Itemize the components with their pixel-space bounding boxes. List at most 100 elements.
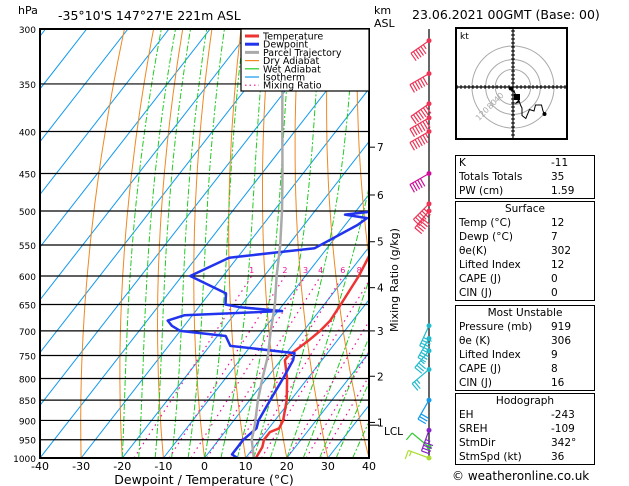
- isotherm-line: [163, 193, 369, 458]
- dry-adiabat-line: [356, 29, 369, 262]
- pressure-unit-label: hPa: [18, 4, 38, 17]
- isotherm-line: [40, 29, 170, 196]
- index-value: 919: [551, 321, 572, 333]
- wet-adiabat-line: [335, 381, 369, 458]
- hodograph-unit-label: kt: [460, 32, 469, 42]
- index-label: Temp (°C): [459, 217, 512, 229]
- lcl-label: LCL: [384, 426, 403, 438]
- mixing-ratio-line: [247, 275, 360, 458]
- surface-table: Surface Temp (°C) 12 Dewp (°C) 7 θe(K) 302 …: [455, 201, 595, 301]
- legend-label: Wet Adiabat: [263, 64, 321, 75]
- mixing-ratio-label: 3: [303, 266, 308, 275]
- hodo-row: StmSpd (kt) 36: [456, 450, 594, 464]
- pressure-tick-label: 850: [19, 397, 36, 407]
- mixing-ratio-label: 6: [340, 266, 345, 275]
- mixing-ratio-label: 10: [367, 266, 377, 275]
- isotherm-line: [40, 29, 129, 143]
- index-value: 35: [551, 171, 565, 183]
- wind-barb: [417, 397, 432, 425]
- isotherm-line: [245, 298, 369, 458]
- dry-adiabat-line: [591, 29, 629, 458]
- index-label: CAPE (J): [459, 273, 502, 285]
- wind-barb: [409, 115, 432, 137]
- index-value: 8: [551, 363, 558, 375]
- index-value: 306: [551, 335, 572, 347]
- km-tick-label: 1: [377, 417, 384, 429]
- index-value: 16: [551, 377, 565, 389]
- legend-label: Dewpoint: [263, 40, 308, 51]
- pressure-tick-label: 900: [19, 417, 36, 427]
- x-tick-label: -10: [154, 460, 172, 473]
- wet-adiabat-line: [138, 29, 176, 458]
- wind-barb: [409, 129, 432, 151]
- dry-adiabat-line: [157, 29, 184, 458]
- index-label: K: [459, 157, 466, 169]
- wet-adiabat-line: [187, 29, 225, 458]
- index-value: 0: [551, 287, 558, 299]
- index-label: Totals Totals: [459, 171, 523, 183]
- index-value: 7: [551, 231, 558, 243]
- isotherm-line: [40, 29, 334, 407]
- wind-barb: [409, 71, 432, 93]
- dry-adiabat-line: [193, 29, 213, 458]
- wind-barb: [420, 427, 434, 455]
- km-tick-label: 3: [377, 326, 384, 338]
- wind-barb: [410, 101, 432, 125]
- x-tick-label: -30: [72, 460, 90, 473]
- isotherm-line: [121, 140, 369, 458]
- legend-label: Parcel Trajectory: [263, 48, 342, 59]
- location-title: -35°10'S 147°27'E 221m ASL: [58, 8, 241, 23]
- mixing-ratio-line: [320, 375, 369, 458]
- surface-row: Lifted Index 12: [456, 258, 594, 272]
- hodograph-start-point: [508, 86, 513, 91]
- mixing-ratio-label: 20: [409, 266, 419, 275]
- legend-label: Dry Adiabat: [263, 56, 320, 67]
- wind-barb: [411, 366, 432, 391]
- mixing-ratio-line: [286, 320, 369, 458]
- legend-label: Temperature: [262, 32, 323, 43]
- mu-row: Lifted Index 9: [456, 348, 594, 362]
- index-value: 0: [551, 273, 558, 285]
- pressure-tick-label: 450: [19, 170, 36, 180]
- pressure-tick-label: 600: [19, 273, 36, 283]
- mixing-ratio-label: 4: [318, 266, 323, 275]
- x-tick-label: -40: [31, 460, 49, 473]
- surface-row: Temp (°C) 12: [456, 216, 594, 230]
- index-value: 9: [551, 349, 558, 361]
- pressure-tick-label: 300: [19, 26, 36, 36]
- datetime-title: 23.06.2021 00GMT (Base: 00): [412, 7, 600, 22]
- pressure-tick-label: 750: [19, 352, 36, 362]
- km-label: km: [374, 4, 391, 17]
- pressure-tick-label: 500: [19, 208, 36, 218]
- km-tick-label: 2: [377, 371, 384, 383]
- temperature-line: [254, 253, 369, 458]
- pressure-tick-label: 550: [19, 242, 36, 252]
- index-label: Lifted Index: [459, 259, 521, 271]
- index-value: -11: [551, 157, 569, 169]
- x-tick-label: 20: [280, 460, 294, 473]
- hodograph-end-point: [542, 112, 547, 116]
- index-value: 1.59: [551, 185, 575, 197]
- wind-barb: [410, 38, 432, 62]
- copyright: © weatheronline.co.uk: [452, 469, 590, 483]
- index-label: EH: [459, 409, 474, 421]
- index-label: Dewp (°C): [459, 231, 513, 243]
- km-tick-label: 7: [377, 142, 384, 154]
- x-tick-label: -20: [113, 460, 131, 473]
- mixing-ratio-line: [229, 275, 344, 458]
- index-value: -243: [551, 409, 575, 421]
- isotherm-line: [40, 35, 369, 458]
- mixing-ratio-label: 25: [423, 266, 433, 275]
- wind-barb: [404, 449, 432, 461]
- mixing-ratio-line: [260, 279, 369, 458]
- index-value: 12: [551, 259, 565, 271]
- wind-barb: [409, 170, 432, 193]
- pressure-tick-label: 1000: [13, 455, 36, 465]
- wind-barb: [413, 201, 432, 227]
- index-label: θe(K): [459, 245, 487, 257]
- x-tick-label: 0: [201, 460, 208, 473]
- mixing-ratio-line: [305, 350, 369, 458]
- dry-adiabat-line: [620, 29, 629, 458]
- index-label: StmDir: [459, 437, 496, 449]
